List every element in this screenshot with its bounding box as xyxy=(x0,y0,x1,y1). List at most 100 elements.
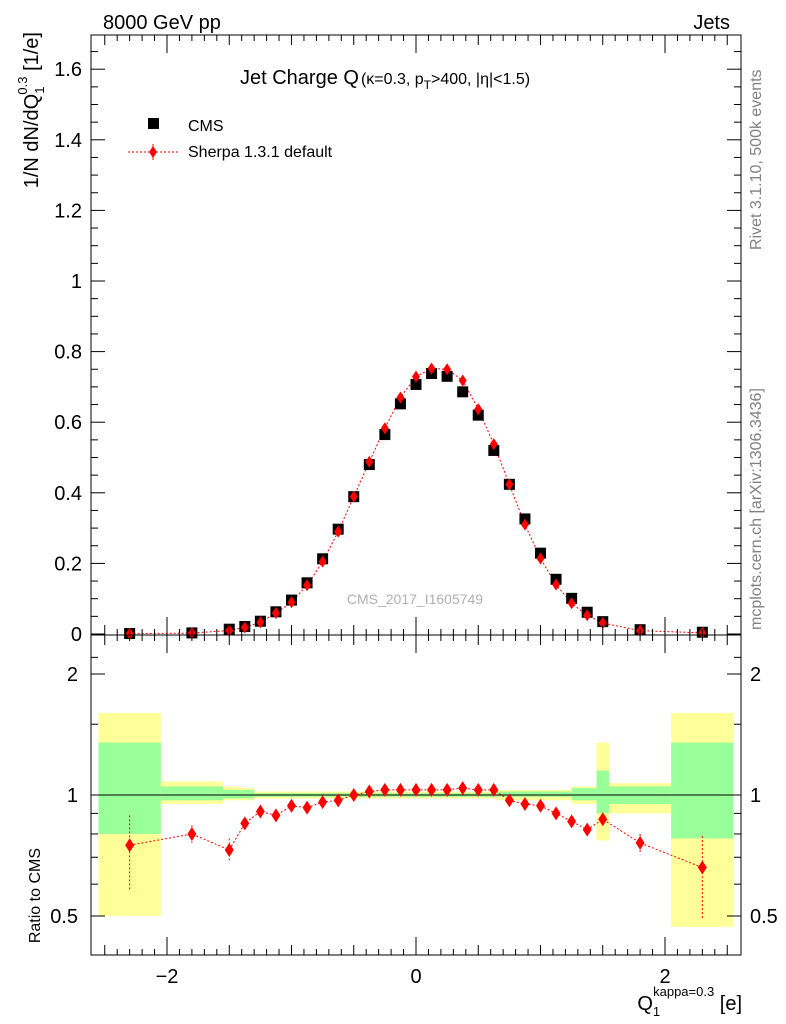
ratio-mc-point xyxy=(240,816,250,831)
legend: CMS Sherpa 1.3.1 default xyxy=(128,118,333,161)
main-ytick-label: 0.4 xyxy=(54,483,82,505)
legend-cms-marker xyxy=(148,118,159,129)
ratio-mc-point xyxy=(187,826,197,841)
ratio-band-inner xyxy=(98,742,161,834)
ratio-ylabel: Ratio to CMS xyxy=(27,848,44,943)
cms-point xyxy=(379,429,391,441)
mc-point xyxy=(380,422,389,435)
main-ylabel: 1/N dN/dQ10.3 [1/e] xyxy=(15,32,47,188)
mc-point xyxy=(458,374,467,387)
legend-cms-label: CMS xyxy=(188,118,224,135)
ratio-mc-point xyxy=(536,798,545,813)
main-ytick-label: 1.4 xyxy=(54,130,82,152)
ratio-mc-point xyxy=(224,842,234,857)
main-ytick-label: 0.8 xyxy=(54,342,82,364)
main-ytick-label: 1.6 xyxy=(54,59,82,81)
cms-point xyxy=(394,398,406,410)
ratio-mc-point xyxy=(489,782,499,797)
mc-point xyxy=(520,518,529,531)
ratio-band-inner xyxy=(596,770,609,814)
ratio-mc-point xyxy=(582,822,592,837)
ratio-mc-point xyxy=(697,860,707,875)
mc-point xyxy=(567,597,576,610)
ratio-mc-point xyxy=(635,835,645,850)
ratio-band-inner xyxy=(223,789,242,799)
mc-point xyxy=(427,362,436,375)
ratio-mc-point xyxy=(287,798,296,813)
ratio-mc-point xyxy=(473,782,483,797)
ratio-mc-point xyxy=(255,804,265,819)
mc-point xyxy=(287,596,296,609)
x-axis-label: Q1kappa=0.3 [e] xyxy=(637,984,742,1019)
mc-point xyxy=(349,490,358,503)
ratio-xtick-label: 0 xyxy=(410,966,421,988)
header-right: Jets xyxy=(693,12,730,34)
ratio-ytick-label-right: 0.5 xyxy=(750,906,778,928)
mc-point xyxy=(536,552,545,565)
ratio-mc-point xyxy=(271,808,281,823)
ratio-ytick-label-right: 1 xyxy=(750,785,761,807)
ratio-mc-point xyxy=(598,812,608,827)
mc-point xyxy=(271,607,280,620)
cms-point xyxy=(410,378,422,390)
main-ytick-label: 1 xyxy=(71,271,82,293)
ratio-mc-point xyxy=(458,781,468,796)
ratio-mc-point xyxy=(567,814,577,829)
ratio-band-inner xyxy=(571,788,597,801)
ratio-xtick-label: 2 xyxy=(659,966,670,988)
mc-point xyxy=(489,438,498,451)
cms-point xyxy=(441,370,453,382)
ratio-mc-point xyxy=(520,796,530,811)
cms-point xyxy=(488,444,500,456)
ratio-mc-point xyxy=(442,782,452,797)
ratio-mc-point xyxy=(395,782,405,797)
mc-point xyxy=(365,455,374,468)
main-panel: 0 0.2 0.4 0.6 0.8 1 1.2 1.4 1.6 Jet Charge Q (κ=0… xyxy=(15,32,742,646)
mc-point xyxy=(505,478,514,491)
ratio-band-inner xyxy=(160,786,224,801)
mc-point xyxy=(256,616,265,629)
mc-point xyxy=(318,555,327,568)
ratio-mc-point xyxy=(427,782,437,797)
cms-point xyxy=(457,386,469,398)
mc-point xyxy=(412,370,420,383)
mc-point xyxy=(583,609,592,622)
rivet-label: Rivet 3.1.10, 500k events xyxy=(748,69,765,250)
ratio-mc-point xyxy=(302,800,312,815)
ratio-mc-point xyxy=(333,793,343,808)
chart-title: Jet Charge Q (κ=0.3, pT>400, |η|<1.5) xyxy=(240,67,530,92)
main-ytick-label: 0 xyxy=(71,624,82,646)
ratio-mc-point xyxy=(125,838,135,853)
mc-point xyxy=(443,363,452,376)
ratio-band-inner xyxy=(241,789,255,799)
main-ytick-label: 1.2 xyxy=(54,200,82,222)
ratio-mc-point xyxy=(349,788,359,802)
ratio-mc-point xyxy=(318,795,328,810)
ratio-band-inner xyxy=(496,791,572,797)
mc-point xyxy=(240,621,249,634)
mc-point xyxy=(598,617,607,630)
ratio-mc-point xyxy=(504,793,514,808)
ratio-ytick-label: 1 xyxy=(67,785,78,807)
ratio-panel: −2 0 2 0.5 0.5 1 1 2 2 Ratio to CMS Q1kappa=0.3… xyxy=(27,634,778,1019)
mc-point xyxy=(552,578,561,591)
mc-point xyxy=(474,403,483,416)
ratio-ytick-label: 2 xyxy=(67,664,78,686)
mc-point xyxy=(303,579,312,592)
cms-point xyxy=(472,409,484,421)
ratio-band-inner xyxy=(671,742,734,839)
ratio-mc-point xyxy=(551,806,561,821)
analysis-watermark: CMS_2017_I1605749 xyxy=(347,591,483,607)
ratio-ytick-label-right: 2 xyxy=(750,664,761,686)
ratio-xtick-label: −2 xyxy=(156,966,179,988)
ratio-mc-line xyxy=(129,787,703,868)
mcplots-label: mcplots.cern.ch [arXiv:1306.3436] xyxy=(748,388,765,630)
ratio-mc-point xyxy=(364,784,374,799)
ratio-mc-point xyxy=(380,782,390,797)
main-ytick-label: 0.2 xyxy=(54,553,82,575)
legend-sherpa-label: Sherpa 1.3.1 default xyxy=(188,144,333,161)
ratio-mc-point xyxy=(411,782,421,797)
header-left: 8000 GeV pp xyxy=(103,12,221,34)
legend-sherpa-marker xyxy=(149,146,157,158)
